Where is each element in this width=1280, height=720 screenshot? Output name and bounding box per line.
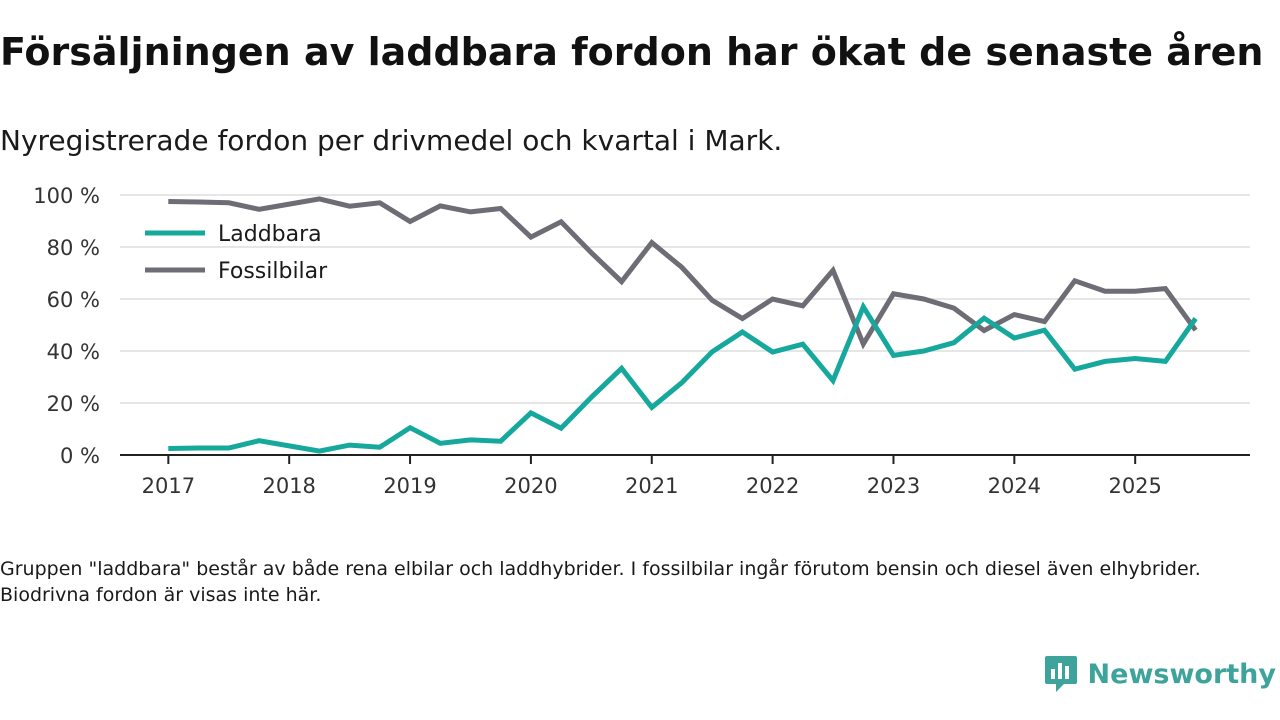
x-tick-labels: 2017 2018 2019 2020 2021 2022 2023 2024 2025	[142, 474, 1162, 498]
brand-name: Newsworthy	[1087, 658, 1276, 690]
brand-logo[interactable]: Newsworthy	[1044, 654, 1276, 694]
bar-chart-speech-icon	[1044, 656, 1077, 692]
footnote: Gruppen "laddbara" består av både rena e…	[0, 558, 1201, 606]
y-tick-label: 20 %	[47, 392, 100, 416]
y-tick-label: 0 %	[60, 444, 100, 468]
legend-item-laddbara: Laddbara	[145, 222, 322, 247]
line-chart: 0 % 20 % 40 % 60 % 80 % 100 % 2017 2018 2019 202…	[33, 184, 1250, 498]
y-tick-label: 80 %	[47, 236, 100, 260]
laddbara-line	[168, 301, 1198, 454]
legend: Laddbara Fossilbilar	[145, 222, 328, 284]
x-tick-label: 2020	[504, 474, 557, 498]
fossilbilar-line	[168, 196, 1198, 350]
y-tick-labels: 0 % 20 % 40 % 60 % 80 % 100 %	[33, 184, 100, 468]
x-tick-label: 2023	[867, 474, 920, 498]
chart-subtitle: Nyregistrerade fordon per drivmedel och …	[0, 124, 783, 157]
legend-label: Laddbara	[218, 222, 322, 247]
y-tick-label: 100 %	[33, 184, 100, 208]
series-lines	[168, 196, 1198, 454]
y-tick-label: 40 %	[47, 340, 100, 364]
x-axis	[120, 454, 1250, 464]
page-title: Försäljningen av laddbara fordon har öka…	[0, 30, 1264, 74]
legend-label: Fossilbilar	[218, 259, 328, 284]
y-tick-label: 60 %	[47, 288, 100, 312]
x-tick-label: 2021	[625, 474, 678, 498]
legend-item-fossilbilar: Fossilbilar	[145, 259, 328, 284]
x-tick-label: 2025	[1108, 474, 1161, 498]
x-tick-label: 2019	[383, 474, 436, 498]
x-tick-label: 2018	[262, 474, 315, 498]
x-tick-label: 2017	[142, 474, 195, 498]
x-tick-label: 2024	[988, 474, 1041, 498]
x-tick-label: 2022	[746, 474, 799, 498]
